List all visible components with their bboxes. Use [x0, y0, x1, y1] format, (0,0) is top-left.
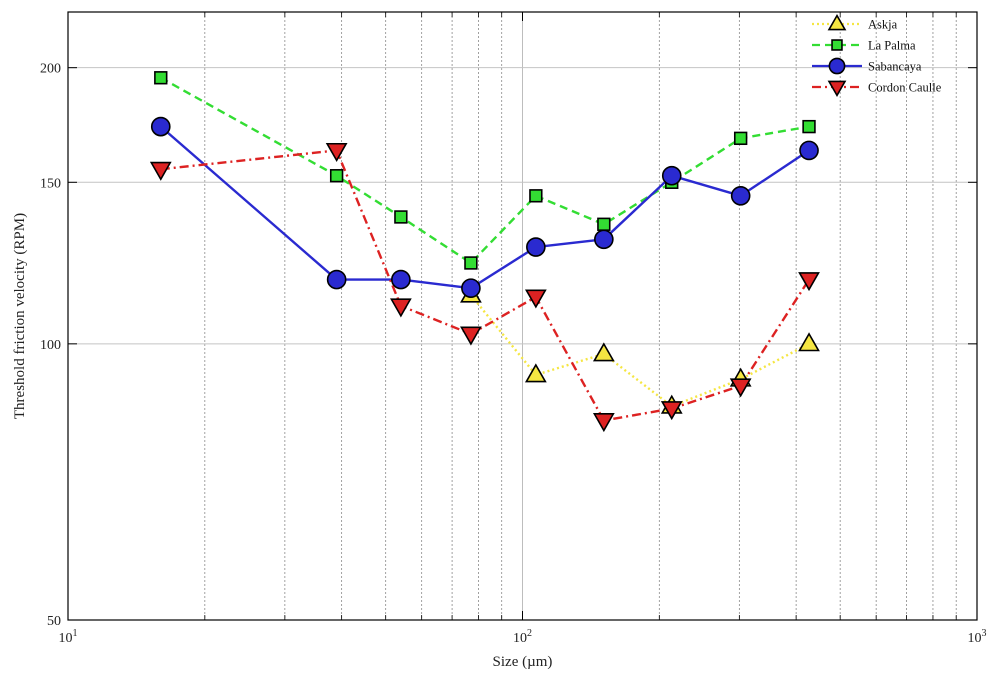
data-point-cordon-caulle [460, 326, 482, 346]
x-tick-label-base: 10 [59, 631, 73, 646]
data-point-sabancaya [150, 116, 171, 137]
y-axis-title: Threshold friction velocity (RPM) [12, 213, 28, 419]
axis-ticks [67, 12, 978, 621]
y-tick-label: 200 [40, 62, 61, 77]
legend-marker-la-palma [831, 39, 843, 51]
data-point-cordon-caulle [325, 142, 348, 162]
data-point-sabancaya [526, 237, 546, 257]
data-point-la-palma [802, 119, 816, 134]
legend-label-askja: Askja [868, 18, 898, 32]
data-point-sabancaya [391, 269, 411, 290]
y-tick-label: 50 [47, 614, 61, 629]
data-point-askja [798, 332, 820, 352]
legend-marker-askja [827, 13, 847, 31]
data-point-cordon-caulle [389, 298, 412, 318]
x-tick-label: 102 [513, 628, 532, 646]
data-point-askja [524, 363, 547, 383]
data-point-la-palma [464, 256, 478, 270]
x-tick-label-base: 10 [513, 631, 527, 646]
x-tick-label-exponent: 3 [982, 628, 987, 639]
legend-label-cordon-caulle: Cordon Caulle [868, 81, 942, 95]
data-point-la-palma [733, 131, 748, 146]
data-point-sabancaya [730, 185, 751, 206]
data-point-cordon-caulle [660, 401, 683, 421]
x-tick-label: 101 [59, 628, 78, 646]
series-line-la-palma [160, 76, 810, 265]
data-point-la-palma [597, 217, 611, 231]
data-point-sabancaya [799, 140, 819, 161]
data-point-la-palma [394, 210, 408, 224]
legend-marker-sabancaya [828, 57, 846, 75]
x-tick-label-exponent: 2 [527, 628, 532, 639]
series-markers [149, 71, 820, 433]
data-point-cordon-caulle [729, 378, 752, 398]
data-point-sabancaya [326, 269, 347, 290]
legend-label-sabancaya: Sabancaya [868, 60, 922, 74]
data-point-sabancaya [461, 278, 481, 298]
x-tick-labels: 101 102 103 [59, 628, 987, 646]
x-tick-label-base: 10 [968, 631, 982, 646]
legend: Askja La Palma Sabancaya Cordon Caulle [812, 13, 942, 98]
x-tick-label: 103 [968, 628, 987, 646]
data-point-cordon-caulle [524, 289, 547, 309]
data-point-cordon-caulle [149, 161, 172, 181]
legend-marker-cordon-caulle [827, 80, 847, 98]
data-point-sabancaya [661, 165, 682, 186]
data-point-la-palma [154, 71, 168, 85]
y-tick-label: 150 [40, 176, 61, 191]
data-point-askja [592, 342, 615, 362]
x-axis-title: Size (µm) [493, 654, 553, 670]
data-point-sabancaya [594, 229, 614, 250]
y-tick-labels: 50 100 150 200 [40, 62, 61, 629]
data-point-la-palma [529, 189, 543, 203]
series-line-askja [469, 294, 810, 408]
legend-label-la-palma: La Palma [868, 39, 916, 53]
data-point-cordon-caulle [798, 272, 820, 292]
x-tick-label-exponent: 1 [73, 628, 78, 639]
data-point-la-palma [329, 169, 344, 183]
y-tick-label: 100 [40, 338, 61, 353]
data-point-cordon-caulle [592, 413, 615, 433]
